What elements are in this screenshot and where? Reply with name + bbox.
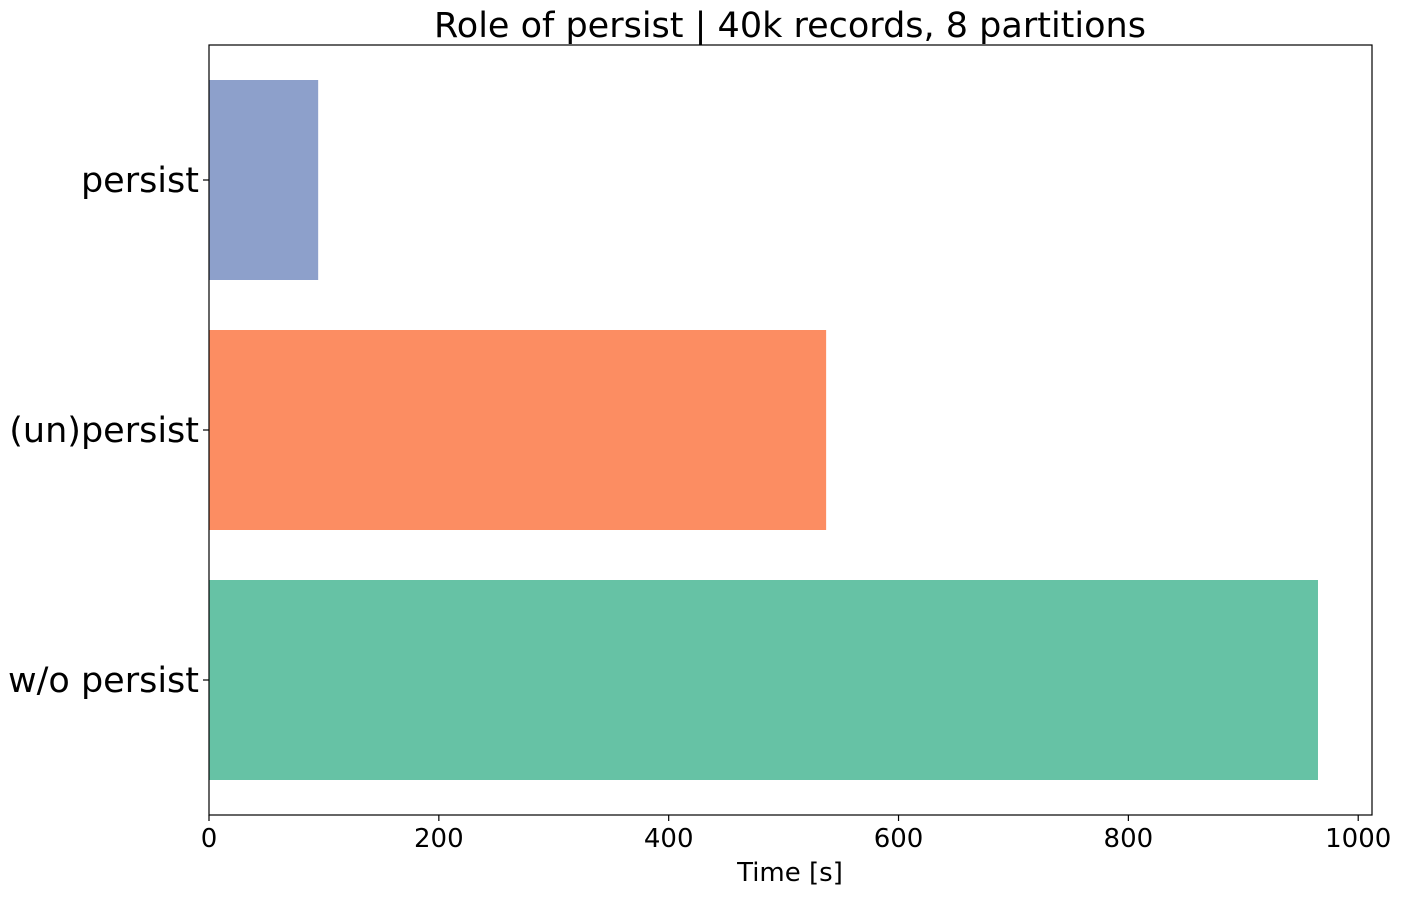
x-tick-label: 200 [414,824,464,854]
x-tick-label: 1000 [1325,824,1391,854]
y-axis: persist (un)persist w/o persist [8,161,209,701]
x-axis: 0 200 400 600 800 1000 [201,815,1391,854]
x-axis-label: Time [s] [736,858,843,888]
x-tick-label: 600 [874,824,924,854]
bar-2 [209,580,1318,780]
bars-layer [209,80,1318,780]
bar-0 [209,80,319,280]
chart-title: Role of persist | 40k records, 8 partiti… [434,6,1146,46]
y-tick-label: persist [81,161,199,201]
y-tick-label: w/o persist [8,661,199,701]
bar-1 [209,330,827,530]
x-tick-label: 0 [201,824,218,854]
x-tick-label: 800 [1104,824,1154,854]
x-tick-label: 400 [644,824,694,854]
y-tick-label: (un)persist [9,411,199,451]
